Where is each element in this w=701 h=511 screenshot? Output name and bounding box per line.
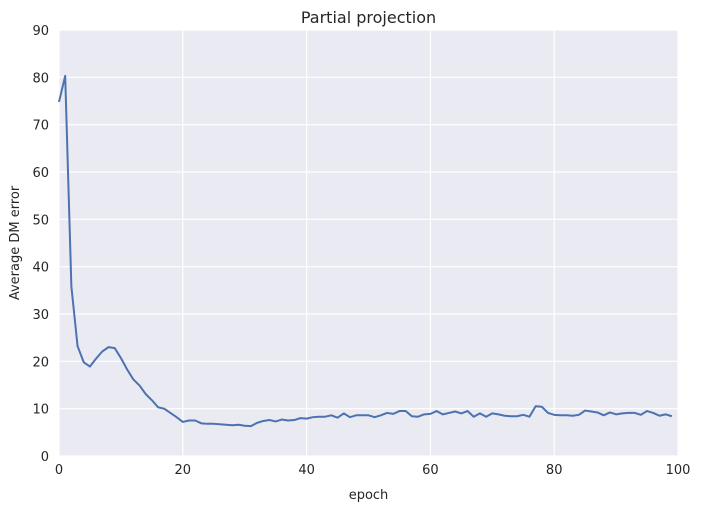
y-tick-label: 90 [32,24,49,39]
y-tick-label: 70 [32,119,49,134]
x-axis-ticks: 0 20 40 60 80 100 [55,463,691,478]
series-lines [58,74,673,428]
y-tick-label: 30 [32,308,49,323]
y-tick-label: 20 [32,355,49,370]
x-axis-label: epoch [349,488,389,503]
x-tick-label: 80 [546,463,563,478]
x-tick-label: 40 [298,463,315,478]
x-tick-label: 100 [666,463,691,478]
y-tick-label: 60 [32,166,49,181]
plot-area [59,30,678,456]
y-tick-label: 40 [32,261,49,276]
y-axis-ticks: 0 10 20 30 40 50 60 70 80 90 [32,24,49,465]
y-tick-label: 50 [32,213,49,228]
x-tick-label: 0 [55,463,63,478]
grid [58,29,679,457]
y-tick-label: 10 [32,403,49,418]
chart-title: Partial projection [301,8,436,27]
y-tick-label: 80 [32,71,49,86]
series-line [58,74,673,428]
y-tick-label: 0 [41,450,49,465]
y-axis-label: Average DM error [8,185,23,300]
x-tick-label: 60 [422,463,439,478]
x-tick-label: 20 [175,463,192,478]
